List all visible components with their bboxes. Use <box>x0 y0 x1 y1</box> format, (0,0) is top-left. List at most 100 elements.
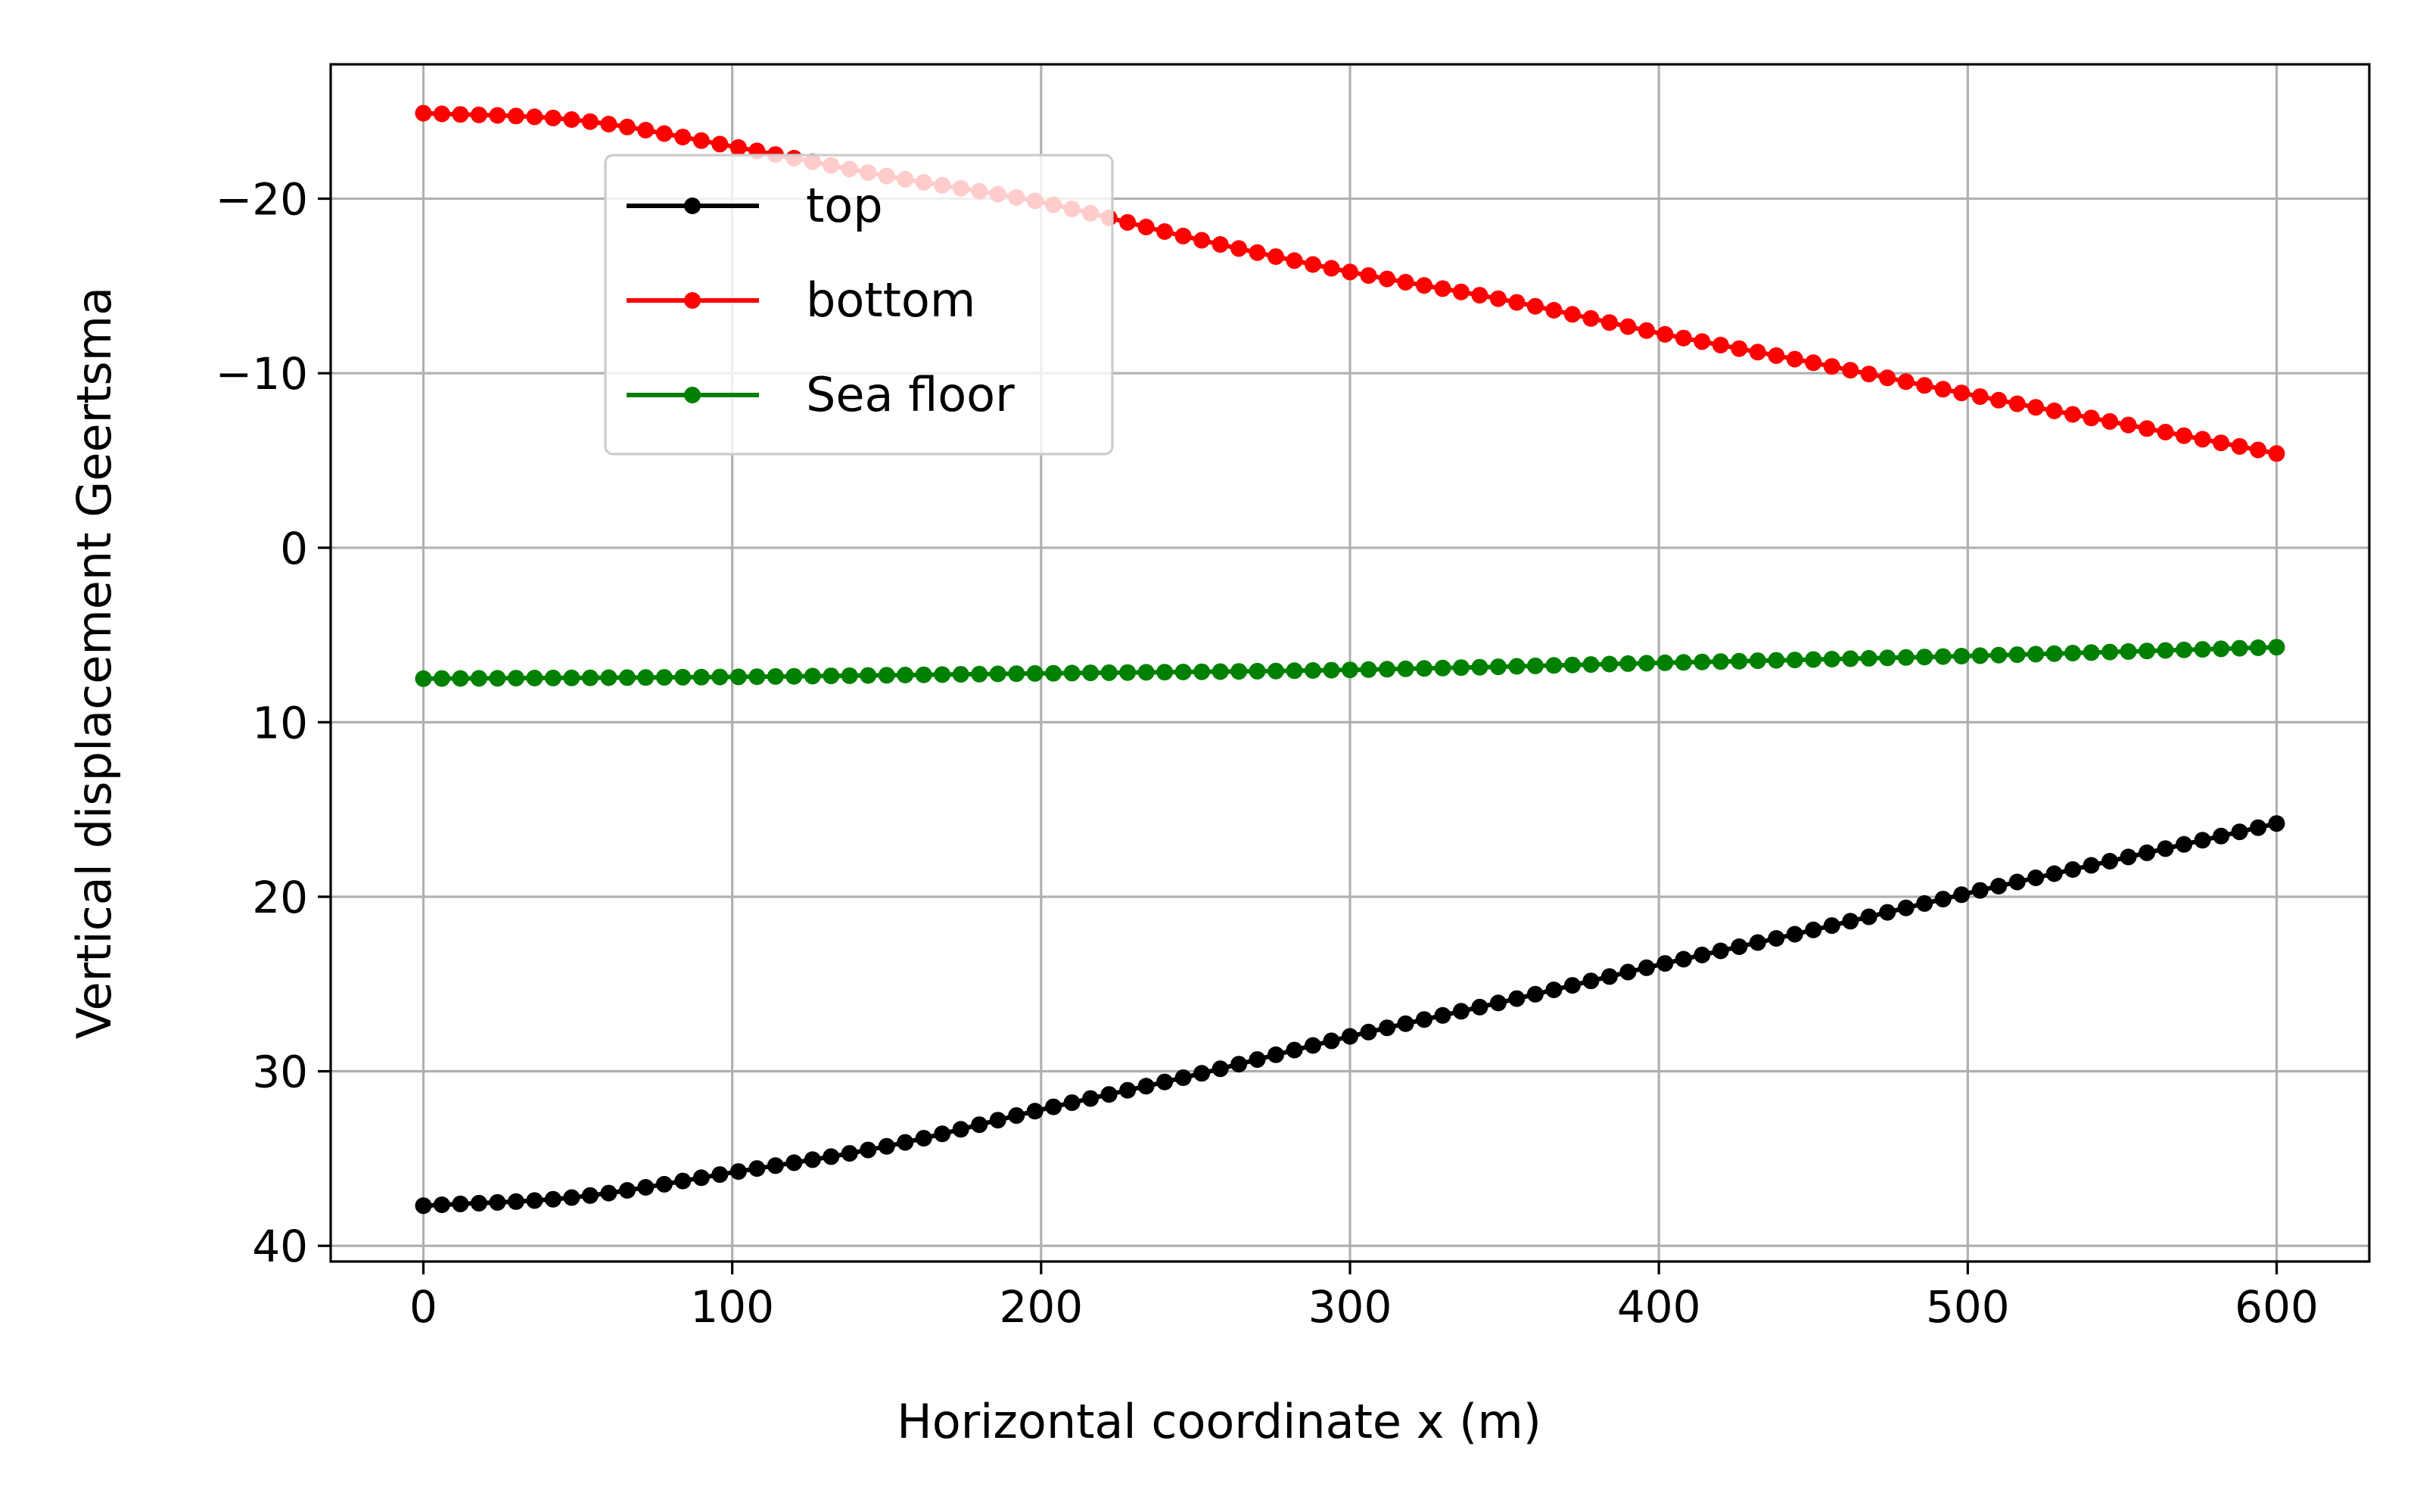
data-point-sea-floor <box>637 669 655 686</box>
data-point-top <box>1768 930 1785 947</box>
data-point-top <box>1823 917 1840 935</box>
data-point-sea-floor <box>748 668 766 686</box>
data-point-top <box>1879 904 1896 921</box>
data-point-top <box>2045 865 2063 882</box>
data-point-sea-floor <box>1563 656 1581 674</box>
data-point-sea-floor <box>618 669 636 686</box>
legend-frame <box>604 154 1114 456</box>
data-point-bottom <box>1545 302 1563 319</box>
data-point-sea-floor <box>1119 664 1137 681</box>
x-axis-label: Horizontal coordinate x (m) <box>897 1394 1541 1449</box>
data-point-sea-floor <box>711 668 729 686</box>
data-point-sea-floor <box>1193 663 1211 680</box>
data-point-sea-floor <box>1100 664 1118 681</box>
data-point-top <box>655 1175 673 1193</box>
data-point-top <box>2101 853 2119 870</box>
data-point-sea-floor <box>452 670 469 687</box>
data-point-top <box>489 1193 506 1211</box>
data-point-sea-floor <box>1953 648 1971 664</box>
data-point-top <box>934 1125 951 1143</box>
data-point-top <box>1249 1051 1266 1069</box>
data-point-top <box>1638 959 1655 976</box>
x-tick-label: 400 <box>1617 1281 1701 1333</box>
data-point-bottom <box>2194 431 2211 448</box>
data-point-top <box>1489 994 1507 1012</box>
data-point-sea-floor <box>1860 649 1877 667</box>
data-point-sea-floor <box>804 667 821 685</box>
data-point-sea-floor <box>2138 642 2156 660</box>
legend-marker-bottom <box>684 292 701 309</box>
data-point-top <box>1897 899 1915 916</box>
data-point-bottom <box>1174 227 1192 244</box>
data-point-top <box>1379 1019 1395 1037</box>
data-point-bottom <box>2045 402 2063 419</box>
data-point-top <box>915 1130 932 1147</box>
data-point-top <box>1119 1081 1137 1099</box>
data-point-bottom <box>600 116 617 132</box>
data-point-sea-floor <box>785 667 803 685</box>
legend-marker-top <box>684 198 701 214</box>
data-point-bottom <box>1953 384 1971 402</box>
data-point-bottom <box>729 138 747 156</box>
data-point-sea-floor <box>1897 649 1915 666</box>
data-point-sea-floor <box>1452 659 1470 677</box>
data-point-sea-floor <box>1619 655 1637 672</box>
data-point-bottom <box>1156 223 1174 240</box>
data-point-bottom <box>2138 420 2156 437</box>
data-point-bottom <box>1397 273 1414 291</box>
data-point-top <box>989 1112 1006 1129</box>
data-point-bottom <box>1879 369 1896 387</box>
data-point-sea-floor <box>897 667 914 683</box>
data-point-top <box>1971 882 1989 899</box>
data-point-bottom <box>1526 297 1544 315</box>
data-point-sea-floor <box>1749 652 1766 670</box>
data-point-top <box>581 1187 599 1204</box>
data-point-sea-floor <box>1008 665 1025 683</box>
data-point-bottom <box>1342 263 1358 281</box>
data-point-top <box>804 1151 821 1168</box>
data-point-top <box>1934 891 1952 908</box>
data-point-sea-floor <box>1675 654 1692 671</box>
data-point-top <box>1434 1006 1451 1024</box>
data-point-sea-floor <box>1045 664 1062 682</box>
data-point-sea-floor <box>1712 653 1729 670</box>
data-point-bottom <box>1230 240 1248 257</box>
data-point-sea-floor <box>2194 641 2211 658</box>
data-point-sea-floor <box>1786 652 1803 669</box>
data-point-top <box>1508 990 1526 1007</box>
data-point-sea-floor <box>1471 658 1488 676</box>
data-point-sea-floor <box>433 670 450 687</box>
data-point-sea-floor <box>1694 653 1711 670</box>
data-point-bottom <box>2176 427 2193 444</box>
data-point-bottom <box>1786 350 1803 368</box>
data-point-bottom <box>655 125 673 142</box>
legend-label-top: top <box>806 178 883 233</box>
data-point-top <box>1582 972 1600 990</box>
data-point-top <box>2027 870 2045 886</box>
data-point-sea-floor <box>563 669 580 686</box>
data-point-bottom <box>1823 358 1840 375</box>
data-point-top <box>1452 1003 1470 1020</box>
data-point-top <box>1212 1060 1229 1078</box>
data-point-top <box>1694 946 1711 963</box>
data-point-sea-floor <box>674 668 692 686</box>
data-point-top <box>637 1179 655 1196</box>
data-point-top <box>1731 938 1748 955</box>
data-point-top <box>971 1116 988 1134</box>
data-point-sea-floor <box>2101 643 2119 661</box>
data-point-bottom <box>1249 244 1266 261</box>
data-point-bottom <box>1805 354 1822 372</box>
data-point-sea-floor <box>1582 656 1600 674</box>
data-point-top <box>2268 815 2285 832</box>
data-point-bottom <box>692 132 710 149</box>
data-point-top <box>1526 985 1544 1003</box>
data-point-sea-floor <box>2250 639 2267 656</box>
data-point-sea-floor <box>1434 659 1451 677</box>
data-point-top <box>1805 921 1822 938</box>
data-point-bottom <box>1712 337 1729 353</box>
data-point-sea-floor <box>655 669 673 686</box>
data-point-bottom <box>1193 232 1211 249</box>
y-tick-label: 10 <box>252 697 308 748</box>
data-point-bottom <box>470 106 487 123</box>
